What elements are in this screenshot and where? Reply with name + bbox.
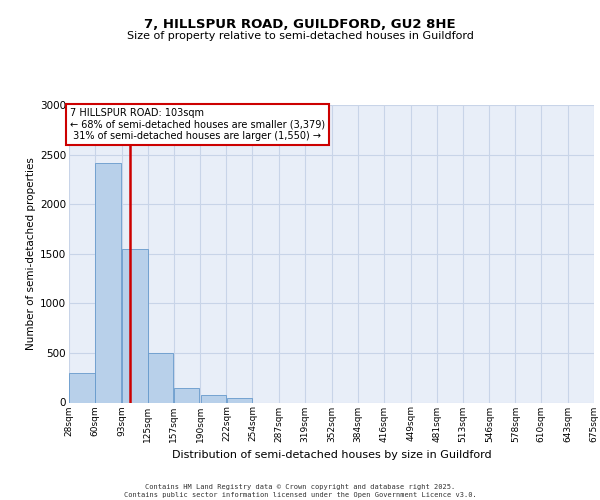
Bar — [174, 388, 199, 402]
X-axis label: Distribution of semi-detached houses by size in Guildford: Distribution of semi-detached houses by … — [172, 450, 491, 460]
Bar — [69, 373, 95, 402]
Bar — [122, 249, 148, 402]
Text: 7 HILLSPUR ROAD: 103sqm
← 68% of semi-detached houses are smaller (3,379)
 31% o: 7 HILLSPUR ROAD: 103sqm ← 68% of semi-de… — [70, 108, 325, 141]
Text: 7, HILLSPUR ROAD, GUILDFORD, GU2 8HE: 7, HILLSPUR ROAD, GUILDFORD, GU2 8HE — [144, 18, 456, 30]
Text: Contains HM Land Registry data © Crown copyright and database right 2025.
Contai: Contains HM Land Registry data © Crown c… — [124, 484, 476, 498]
Bar — [148, 353, 173, 403]
Y-axis label: Number of semi-detached properties: Number of semi-detached properties — [26, 158, 36, 350]
Bar — [227, 398, 252, 402]
Bar — [95, 162, 121, 402]
Text: Size of property relative to semi-detached houses in Guildford: Size of property relative to semi-detach… — [127, 31, 473, 41]
Bar — [200, 394, 226, 402]
